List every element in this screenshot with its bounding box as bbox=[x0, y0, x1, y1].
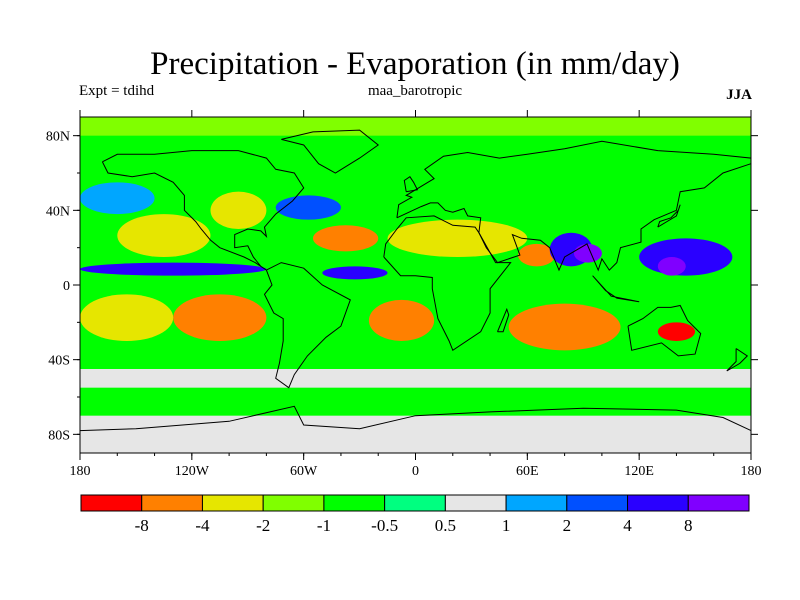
region-s-pacific-subtropical bbox=[80, 294, 174, 341]
x-axis: 180 120W 60W 0 60E 120E 180 bbox=[70, 110, 762, 479]
coastline-greenland bbox=[281, 129, 380, 174]
coastline-australia bbox=[627, 304, 702, 357]
colorbar-box bbox=[201, 494, 264, 512]
region-s-indian-dry bbox=[508, 303, 621, 351]
x-tick-label: 120W bbox=[175, 464, 210, 479]
y-tick-label: 80N bbox=[46, 130, 70, 145]
model-label: maa_barotropic bbox=[367, 83, 463, 99]
coastlines bbox=[79, 129, 752, 432]
field-background bbox=[80, 117, 751, 453]
region-philippine-sea-max bbox=[657, 257, 686, 276]
x-tick-label: 0 bbox=[412, 464, 419, 479]
colorbar-box bbox=[384, 494, 446, 512]
coastline-new-zealand bbox=[726, 348, 749, 372]
season-label: JJA bbox=[726, 87, 752, 103]
region-n-pacific-subtropical bbox=[117, 214, 211, 257]
coastline-japan bbox=[657, 204, 681, 228]
coastline-uk bbox=[403, 176, 419, 193]
x-tick-label: 60W bbox=[290, 464, 318, 479]
colorbar-label: -0.5 bbox=[371, 516, 398, 535]
region-se-pacific-dry bbox=[173, 294, 267, 341]
colorbar-box bbox=[627, 494, 689, 512]
colorbar-label: 2 bbox=[563, 516, 572, 535]
x-tick-label: 180 bbox=[741, 464, 762, 479]
coastline-indonesia bbox=[592, 275, 640, 303]
x-tick-label: 120E bbox=[624, 464, 654, 479]
region-atlantic-itcz bbox=[322, 266, 388, 280]
coastline-south-america bbox=[263, 262, 351, 389]
y-tick-label: 40N bbox=[46, 204, 70, 219]
region-arctic-band bbox=[80, 117, 751, 136]
colorbar-box bbox=[444, 494, 507, 512]
y-tick-label: 40S bbox=[48, 354, 70, 369]
colorbar-label: -4 bbox=[195, 516, 210, 535]
colorbar-label: -2 bbox=[256, 516, 270, 535]
coastline-north-america bbox=[101, 150, 305, 271]
y-tick-label: 80S bbox=[48, 428, 70, 443]
experiment-label: Expt = tdihd bbox=[79, 83, 155, 99]
region-pacific-itcz bbox=[80, 262, 267, 276]
y-tick-label: 0 bbox=[63, 279, 70, 294]
colorbar-box bbox=[323, 494, 386, 512]
colorbar-box bbox=[687, 494, 750, 512]
coastline-eurasia bbox=[396, 140, 752, 272]
y-axis: 80N 40N 0 40S 80S bbox=[46, 130, 758, 443]
region-antarctica bbox=[80, 415, 751, 453]
region-n-pacific-storm-track bbox=[80, 182, 155, 215]
x-tick-label: 180 bbox=[70, 464, 91, 479]
colorbar-label: -1 bbox=[317, 516, 331, 535]
colorbar-label: 4 bbox=[623, 516, 632, 535]
x-tick-label: 60E bbox=[516, 464, 539, 479]
region-bay-of-bengal bbox=[573, 243, 602, 263]
colorbar-box bbox=[262, 494, 325, 512]
chart-title: Precipitation - Evaporation (in mm/day) bbox=[150, 46, 680, 82]
coastline-antarctica bbox=[79, 405, 752, 432]
colorbar-label: 1 bbox=[502, 516, 511, 535]
colorbar-label: 0.5 bbox=[435, 516, 456, 535]
region-australia-east-max bbox=[657, 322, 696, 341]
contour-regions bbox=[80, 117, 751, 453]
colorbar-box bbox=[141, 494, 203, 512]
colorbar-box bbox=[566, 494, 629, 512]
contour-field bbox=[80, 117, 751, 453]
colorbar-label: 8 bbox=[684, 516, 693, 535]
colorbar-label: -8 bbox=[135, 516, 149, 535]
coastline-madagascar bbox=[497, 307, 510, 333]
region-n-america-interior bbox=[210, 191, 267, 229]
colorbar-box bbox=[80, 494, 143, 512]
region-n-atlantic-subtropical bbox=[312, 225, 379, 252]
colorbar-box bbox=[505, 494, 568, 512]
region-southern-ocean bbox=[80, 369, 751, 388]
region-s-atlantic-dry bbox=[368, 299, 435, 341]
region-sahara-middle-east bbox=[387, 219, 528, 257]
coastline-africa bbox=[383, 215, 512, 352]
region-arabian-sea bbox=[518, 243, 556, 267]
